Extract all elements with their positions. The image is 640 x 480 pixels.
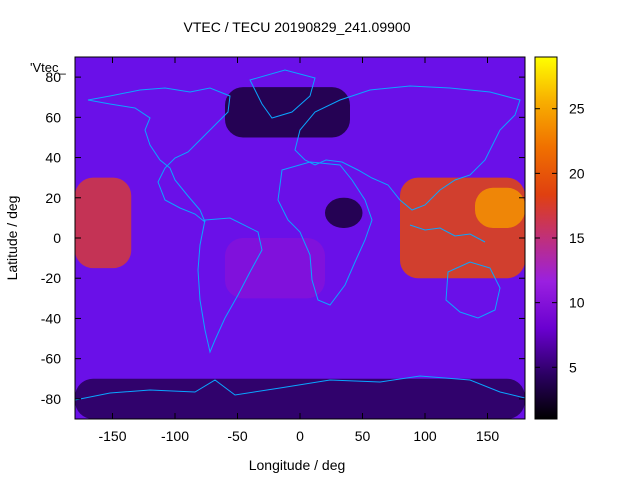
heatmap-region-4	[225, 238, 325, 299]
chart-title: VTEC / TECU 20190829_241.09900	[183, 19, 410, 35]
x-tick-label: -50	[227, 428, 247, 444]
colorbar-axis: 5 10 15 20 25	[535, 101, 585, 375]
x-tick-label: 50	[355, 428, 371, 444]
y-tick-label: -40	[41, 310, 61, 326]
heatmap-region-3	[475, 187, 525, 228]
coastline-eurasia	[294, 85, 521, 211]
plot-area	[75, 57, 525, 419]
legend-entry: 'Vtec_	[30, 60, 66, 75]
coastline-indonesia	[409, 224, 486, 243]
x-axis-label: Longitude / deg	[249, 457, 346, 473]
heatmap-region-1	[75, 177, 132, 269]
x-tick-label: -100	[161, 428, 189, 444]
y-tick-label: 80	[45, 69, 61, 85]
y-tick-label: -60	[41, 351, 61, 367]
heatmap-region-5	[225, 87, 350, 138]
coastline-australia	[445, 261, 501, 319]
y-axis-label: Latitude / deg	[4, 196, 20, 281]
coastline-north-america	[87, 87, 231, 223]
y-axis: -80 -60 -40 -20 0 20 40 60 80	[41, 69, 525, 407]
y-tick-label: -80	[41, 391, 61, 407]
coastline-africa	[277, 161, 373, 306]
colorbar-tick-label: 15	[569, 230, 585, 246]
heatmap-region-7	[75, 378, 525, 419]
x-tick-label: 0	[296, 428, 304, 444]
x-tick-label: -150	[98, 428, 126, 444]
y-tick-label: 20	[45, 190, 61, 206]
colorbar-tick-label: 5	[569, 359, 577, 375]
y-tick-label: 60	[45, 109, 61, 125]
heatmap-cells	[75, 87, 525, 419]
x-axis: -150 -100 -50 0 50 100 150	[98, 57, 499, 444]
coastlines	[75, 69, 525, 401]
colorbar-tick-label: 10	[569, 295, 585, 311]
x-tick-label: 150	[476, 428, 500, 444]
heatmap-region-6	[325, 197, 363, 228]
y-tick-label: 0	[53, 230, 61, 246]
y-tick-label: -20	[41, 270, 61, 286]
coastline-antarctica	[75, 375, 525, 401]
coastline-south-america	[197, 217, 263, 354]
colorbar-tick-label: 25	[569, 101, 585, 117]
coastline-greenland	[249, 69, 316, 119]
x-tick-label: 100	[413, 428, 437, 444]
y-tick-label: 40	[45, 150, 61, 166]
colorbar-tick-label: 20	[569, 165, 585, 181]
